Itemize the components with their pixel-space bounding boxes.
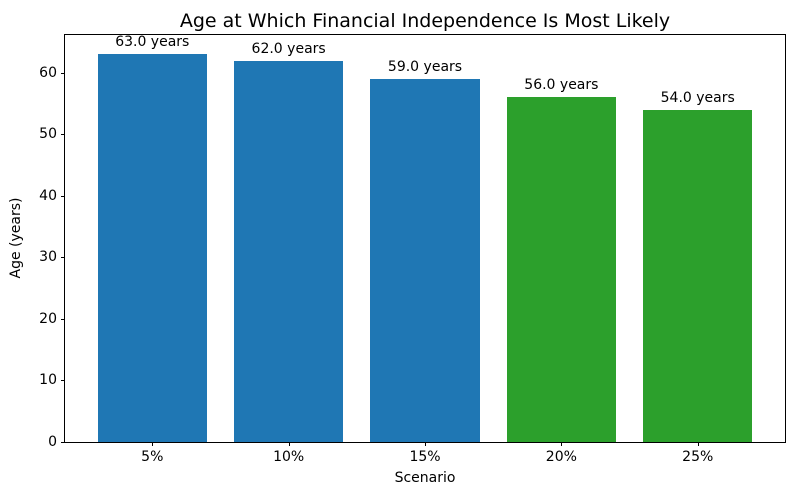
bar-value-label: 59.0 years — [387, 59, 463, 75]
x-tick-label: 5% — [141, 449, 164, 465]
bar — [643, 109, 753, 442]
bar — [234, 60, 344, 442]
y-tick-label: 20 — [39, 310, 57, 327]
y-tick-mark — [61, 442, 65, 443]
y-tick-mark — [61, 195, 65, 197]
chart-title: Age at Which Financial Independence Is M… — [179, 10, 671, 32]
y-tick-mark — [61, 72, 65, 74]
x-axis-label: Scenario — [394, 470, 456, 486]
y-tick-mark — [61, 380, 65, 382]
x-tick-mark — [288, 442, 290, 446]
x-tick-mark — [425, 442, 426, 446]
y-tick-mark — [61, 134, 65, 136]
y-tick-label: 10 — [39, 372, 57, 389]
bar-value-label: 62.0 years — [251, 40, 326, 57]
x-tick-mark — [152, 442, 154, 446]
x-tick-label: 25% — [682, 449, 714, 465]
bar-value-label: 63.0 years — [115, 34, 190, 51]
y-tick-label: 0 — [48, 434, 57, 450]
y-tick-label: 30 — [39, 249, 57, 266]
y-tick-mark — [61, 257, 65, 259]
plot-area: 63.0 years 5% 62.0 years 10% 59.0 years 15% 56… — [39, 34, 786, 465]
bar — [97, 54, 207, 442]
bar-value-label: 54.0 years — [660, 89, 735, 106]
x-tick-label: 10% — [273, 449, 305, 465]
y-tick-label: 50 — [39, 126, 57, 143]
x-tick-label: 15% — [409, 449, 441, 465]
y-tick-label: 40 — [39, 187, 57, 204]
x-tick-mark — [697, 442, 699, 446]
bar-value-label: 56.0 years — [524, 77, 599, 94]
x-tick-mark — [561, 442, 563, 446]
bar — [506, 97, 616, 442]
y-tick-mark — [61, 318, 65, 320]
x-tick-label: 20% — [545, 449, 577, 465]
bar — [370, 79, 480, 442]
y-tick-label: 60 — [39, 64, 57, 81]
y-axis-label: Age (years) — [8, 197, 24, 279]
